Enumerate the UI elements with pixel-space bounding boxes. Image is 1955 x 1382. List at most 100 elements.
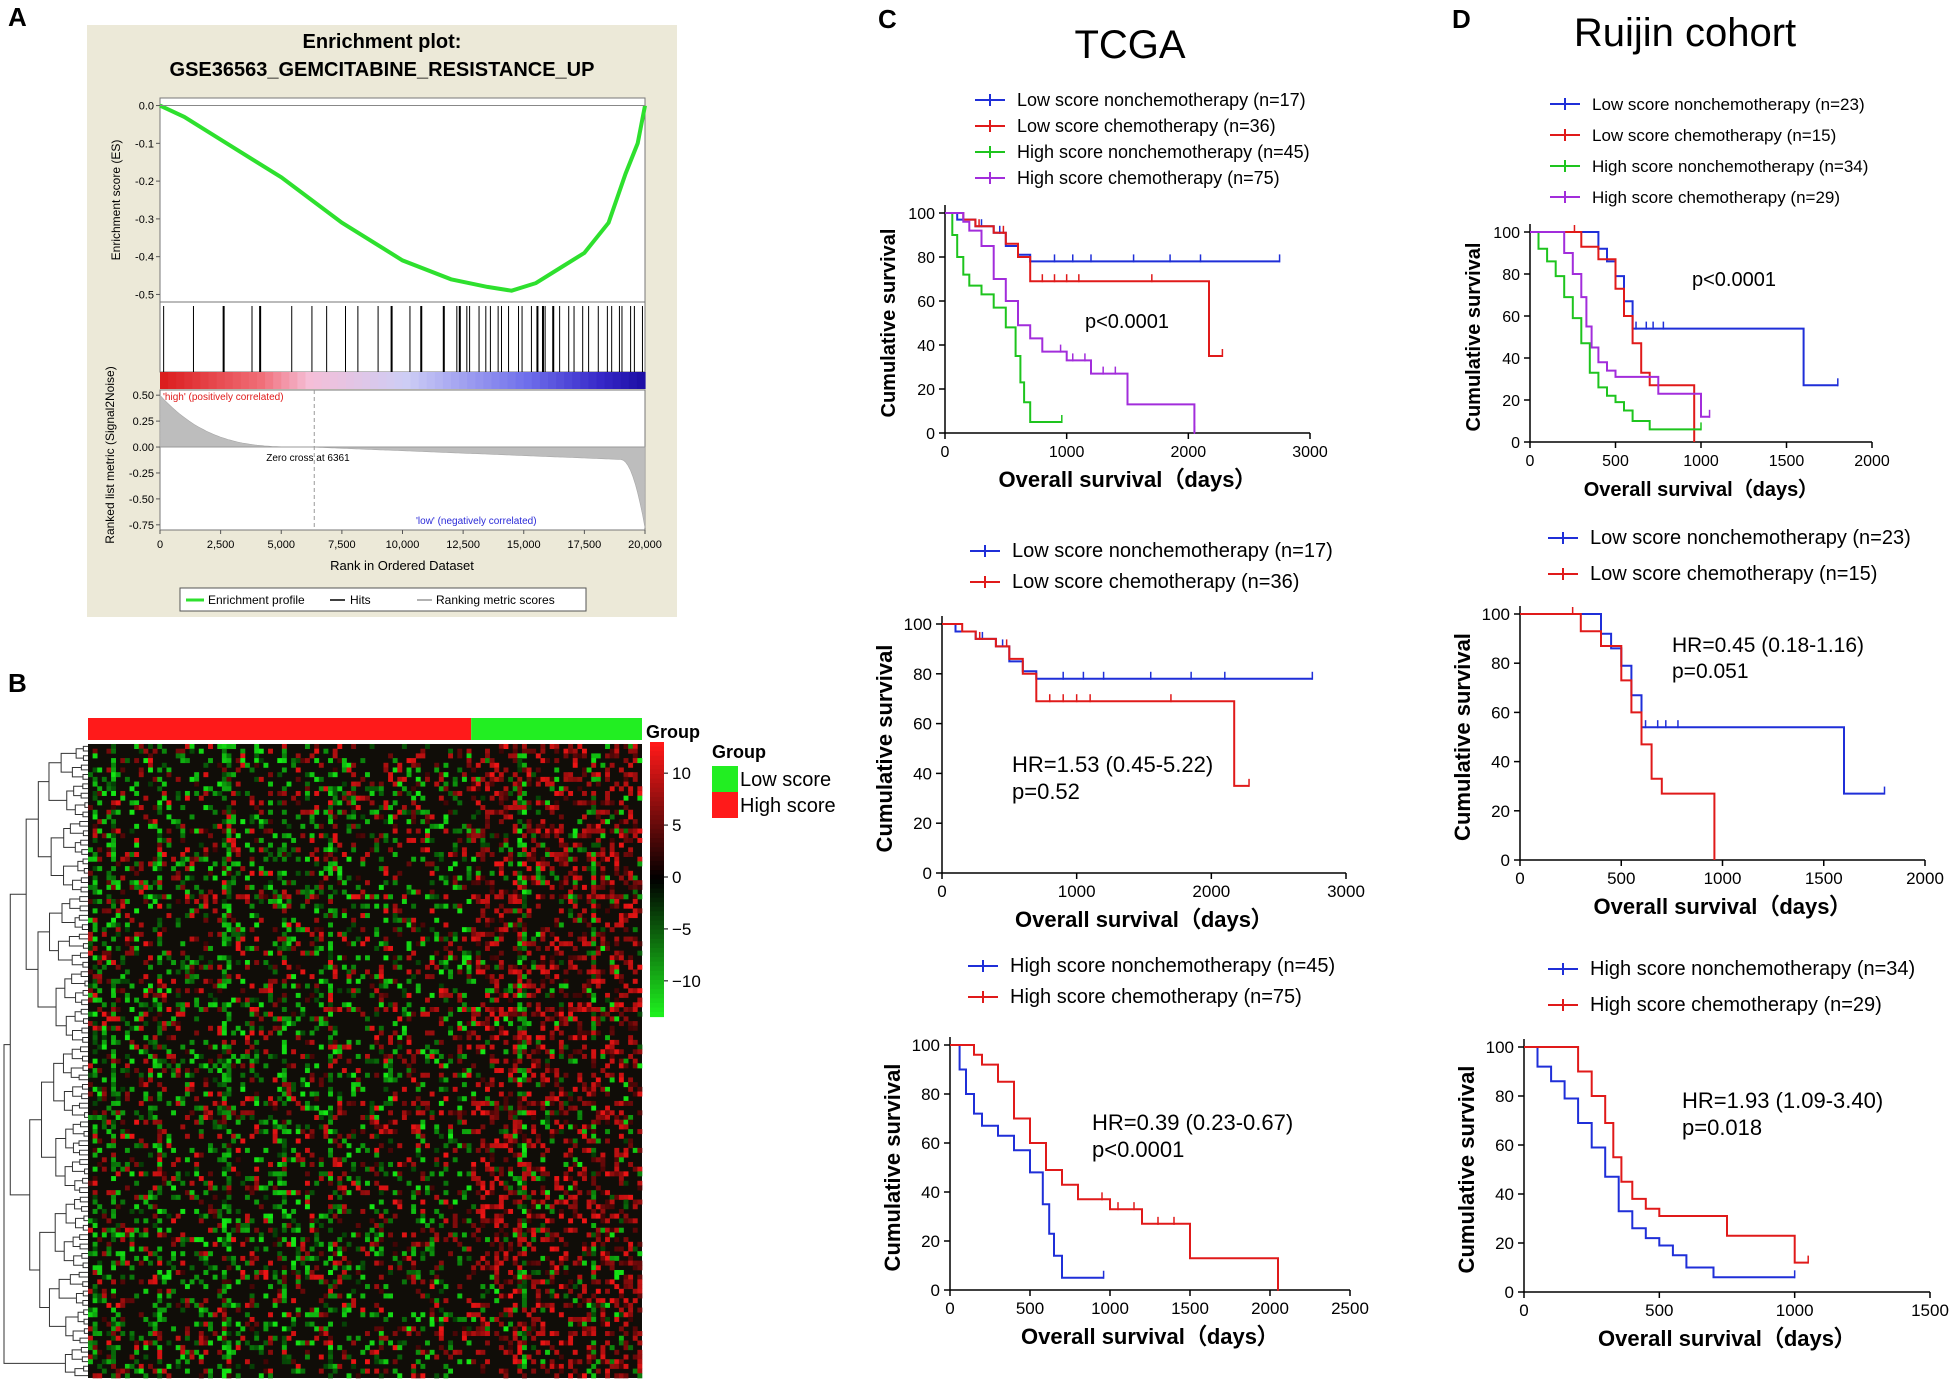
heatmap-cell — [595, 969, 601, 975]
heatmap-cell — [568, 941, 574, 947]
heatmap-cell — [591, 823, 597, 829]
heatmap-cell — [97, 1204, 103, 1210]
heatmap-cell — [184, 1237, 190, 1243]
heatmap-cell — [577, 992, 583, 998]
heatmap-cell — [517, 795, 523, 801]
heatmap-cell — [549, 1016, 555, 1022]
heatmap-cell — [540, 1185, 546, 1191]
heatmap-cell — [397, 767, 403, 773]
heatmap-cell — [281, 1194, 287, 1200]
heatmap-cell — [175, 861, 181, 867]
dendrogram-branch — [71, 1105, 85, 1116]
heatmap-cell — [401, 917, 407, 923]
heatmap-cell — [337, 1100, 343, 1106]
heatmap-cell — [281, 819, 287, 825]
heatmap-cell — [304, 898, 310, 904]
heatmap-cell — [314, 950, 320, 956]
heatmap-cell — [434, 931, 440, 937]
heatmap-cell — [332, 856, 338, 862]
heatmap-cell — [471, 1129, 477, 1135]
heatmap-cell — [628, 786, 634, 792]
heatmap-cell — [374, 1251, 380, 1257]
heatmap-cell — [471, 856, 477, 862]
heatmap-cell — [351, 922, 357, 928]
heatmap-cell — [535, 842, 541, 848]
heatmap-cell — [355, 1039, 361, 1045]
heatmap-cell — [480, 964, 486, 970]
heatmap-cell — [480, 1044, 486, 1050]
heatmap-cell — [97, 974, 103, 980]
heatmap-cell — [609, 837, 615, 843]
heatmap-cell — [623, 744, 629, 749]
heatmap-cell — [161, 790, 167, 796]
heatmap-cell — [429, 1006, 435, 1012]
heatmap-cell — [328, 960, 333, 966]
heatmap-cell — [466, 960, 472, 966]
heatmap-cell — [351, 917, 357, 923]
heatmap-cell — [517, 828, 523, 834]
heatmap-cell — [101, 1208, 107, 1214]
heatmap-cell — [623, 1119, 629, 1125]
heatmap-cell — [101, 1227, 107, 1233]
heatmap-cell — [157, 1227, 163, 1233]
heatmap-cell — [129, 1039, 135, 1045]
heatmap-cell — [226, 903, 232, 909]
heatmap-cell — [157, 1269, 163, 1275]
heatmap-cell — [448, 790, 454, 796]
heatmap-cell — [281, 1143, 287, 1149]
heatmap-cell — [212, 1274, 218, 1280]
heatmap-cell — [591, 772, 597, 778]
heatmap-cell — [304, 1105, 310, 1111]
heatmap-cell — [485, 1096, 490, 1102]
es-tick-label: -0.2 — [135, 176, 154, 188]
heatmap-cell — [397, 781, 403, 787]
heatmap-cell — [111, 758, 116, 764]
heatmap-cell — [198, 955, 204, 961]
heatmap-cell — [503, 1138, 509, 1144]
heatmap-cell — [420, 809, 426, 815]
heatmap-cell — [568, 913, 574, 919]
heatmap-cell — [480, 1180, 486, 1186]
heatmap-cell — [489, 1147, 495, 1153]
heatmap-cell — [540, 1166, 546, 1172]
heatmap-cell — [521, 964, 527, 970]
heatmap-cell — [286, 894, 292, 900]
heatmap-cell — [217, 781, 223, 787]
dendrogram-branch — [82, 1055, 88, 1062]
heatmap-cell — [637, 1063, 643, 1069]
heatmap-cell — [143, 1021, 149, 1027]
heatmap-cell — [208, 1091, 213, 1097]
heatmap-cell — [411, 819, 417, 825]
dendrogram-branch — [82, 1281, 88, 1287]
heatmap-cell — [272, 941, 278, 947]
heatmap-cell — [365, 1251, 370, 1257]
heatmap-cell — [637, 828, 643, 834]
heatmap-cell — [369, 1119, 375, 1125]
heatmap-cell — [549, 1006, 555, 1012]
heatmap-cell — [452, 1213, 458, 1219]
heatmap-cell — [120, 1251, 126, 1257]
heatmap-cell — [212, 894, 218, 900]
heatmap-cell — [521, 1269, 527, 1275]
heatmap-cell — [448, 1053, 454, 1059]
heatmap-cell — [111, 1025, 116, 1031]
heatmap-cell — [489, 1241, 495, 1247]
heatmap-cell — [521, 922, 527, 928]
heatmap-cell — [157, 884, 163, 890]
heatmap-cell — [434, 1237, 440, 1243]
heatmap-cell — [397, 1044, 403, 1050]
heatmap-cell — [461, 955, 467, 961]
heatmap-cell — [438, 903, 444, 909]
heatmap-cell — [429, 894, 435, 900]
heatmap-cell — [388, 776, 393, 782]
dendrogram-branch — [82, 811, 88, 818]
heatmap-cell — [346, 1143, 352, 1149]
heatmap-cell — [194, 772, 200, 778]
heatmap-cell — [600, 1110, 606, 1116]
heatmap-cell — [600, 1246, 606, 1252]
heatmap-cell — [138, 767, 144, 773]
dendrogram-branch — [53, 1062, 65, 1102]
heatmap-cell — [517, 988, 523, 994]
heatmap-cell — [614, 1194, 620, 1200]
heatmap-cell — [268, 978, 273, 984]
